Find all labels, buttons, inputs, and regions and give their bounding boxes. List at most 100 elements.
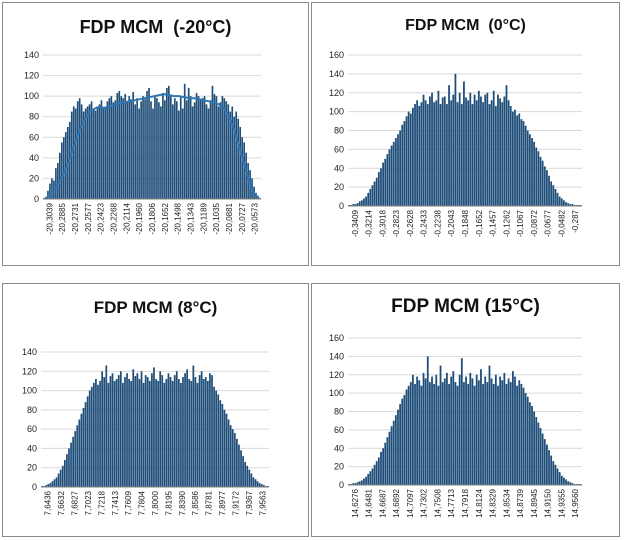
bar <box>259 197 261 199</box>
bar <box>533 411 536 485</box>
bar <box>441 382 444 485</box>
bar <box>446 104 448 206</box>
bar <box>409 382 412 485</box>
bar <box>256 481 259 487</box>
y-tick-label: 80 <box>334 126 344 136</box>
bar <box>225 101 228 199</box>
y-tick-label: 60 <box>29 132 39 142</box>
bar <box>177 110 180 199</box>
x-tick-label: 14,8534 <box>502 488 511 517</box>
bar <box>219 102 222 199</box>
bar <box>531 405 533 485</box>
bar <box>509 382 512 485</box>
x-tick-label: -20,1498 <box>174 202 183 234</box>
bar <box>204 377 207 487</box>
bar <box>435 374 438 485</box>
bar <box>169 377 172 487</box>
y-tick-label: 40 <box>29 153 39 163</box>
bar <box>501 380 504 485</box>
bar <box>191 106 194 199</box>
bar <box>424 100 427 206</box>
x-tick-label: 7,7609 <box>124 490 133 515</box>
bar <box>242 456 244 487</box>
bar <box>480 369 482 485</box>
bar <box>507 100 510 206</box>
bar <box>499 376 501 485</box>
bar <box>128 379 130 487</box>
bar <box>522 387 525 485</box>
bar <box>207 108 210 199</box>
x-tick-label: 7,7023 <box>84 490 93 515</box>
bar <box>535 147 538 206</box>
bar <box>171 380 174 487</box>
bar <box>401 398 404 485</box>
bar <box>563 477 565 485</box>
bar <box>188 379 191 487</box>
bar <box>173 98 176 199</box>
bar <box>62 137 65 199</box>
bar <box>138 379 141 487</box>
bar <box>473 385 476 485</box>
bar <box>223 409 226 487</box>
bar <box>103 377 106 487</box>
bar <box>244 461 247 487</box>
bar <box>484 94 487 206</box>
x-tick-label: 7,8390 <box>178 490 187 515</box>
bar <box>365 196 367 206</box>
bar <box>552 461 555 485</box>
bar <box>189 96 192 199</box>
bar <box>209 100 212 199</box>
bar <box>95 379 97 487</box>
bar <box>526 396 529 485</box>
bar <box>394 415 397 485</box>
bar <box>375 461 378 485</box>
bar <box>152 108 154 199</box>
bar <box>420 385 423 485</box>
bar <box>243 142 245 199</box>
bar <box>199 100 202 199</box>
x-tick-label: 14,6687 <box>378 488 387 517</box>
y-tick-label: 40 <box>334 163 344 173</box>
bar <box>499 98 501 206</box>
bar <box>128 96 131 199</box>
bar <box>469 92 472 206</box>
bar <box>150 101 152 199</box>
bar <box>146 377 149 487</box>
bar <box>219 400 222 487</box>
x-tick-label: 7,6632 <box>57 490 66 515</box>
bar <box>90 386 93 487</box>
bar <box>556 192 559 206</box>
bar <box>59 469 62 487</box>
bar <box>202 379 205 487</box>
bar <box>418 380 421 485</box>
x-tick-label: 14,9355 <box>557 488 566 517</box>
bar <box>86 106 89 199</box>
bar <box>49 483 52 487</box>
bar <box>109 376 112 487</box>
bar <box>380 168 382 206</box>
bar <box>184 373 186 487</box>
bar <box>229 111 232 199</box>
bar <box>431 92 433 206</box>
x-tick-label: 14,7302 <box>420 488 429 517</box>
bar <box>354 204 357 206</box>
chart-panel-4: FDP MCM (15°C) 0 20 40 60 80 100 120 140 160 14,6… <box>311 283 620 537</box>
bar <box>373 181 376 206</box>
bar <box>439 104 442 206</box>
y-tick-label: 120 <box>24 71 39 81</box>
bar <box>567 203 570 206</box>
bar <box>203 96 206 199</box>
y-tick-label: 60 <box>334 144 344 154</box>
bar <box>63 460 66 487</box>
bar <box>360 200 363 206</box>
bar <box>560 475 563 485</box>
bar <box>486 382 489 485</box>
bar <box>237 118 240 199</box>
bar <box>53 479 56 487</box>
bar <box>416 376 419 485</box>
bar <box>411 374 414 485</box>
bar <box>140 101 142 199</box>
x-tick-label: 7,8586 <box>191 490 200 515</box>
bar <box>179 96 182 199</box>
bar <box>215 390 218 487</box>
